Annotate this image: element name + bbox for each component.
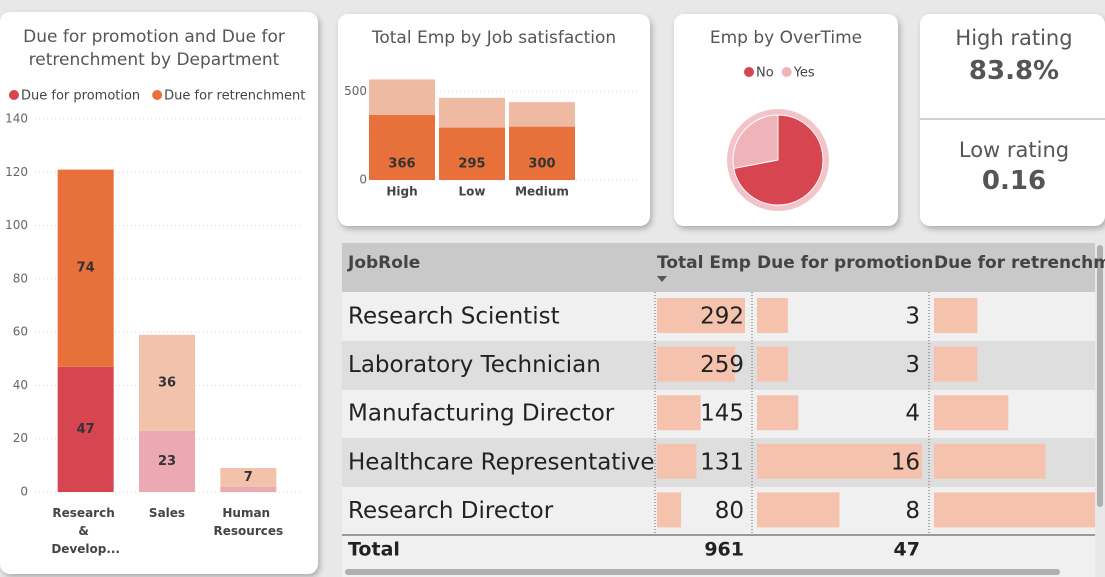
data-label: 366 — [388, 157, 415, 172]
cell: Research Director — [348, 498, 554, 524]
data-bar — [657, 298, 745, 333]
cell: Research Scientist — [348, 304, 560, 330]
bar-segment — [57, 366, 114, 492]
data-bar — [934, 346, 978, 382]
data-bar — [934, 443, 1046, 479]
y-tick-label: 20 — [13, 431, 28, 445]
data-label: 23 — [158, 454, 176, 469]
y-tick-label: 0 — [359, 173, 367, 187]
data-bar — [934, 298, 978, 333]
cell: 16 — [891, 449, 920, 475]
y-tick-label: 80 — [13, 271, 28, 285]
table-header — [342, 243, 1095, 292]
bar-segment — [139, 430, 195, 492]
column-header: Total Emp — [657, 253, 751, 273]
scrollbar[interactable] — [1097, 245, 1103, 507]
cell: 3 — [905, 352, 920, 378]
legend-label: Due for promotion — [21, 89, 140, 104]
cell: 145 — [700, 401, 744, 427]
x-tick-label: Sales — [149, 506, 185, 520]
y-tick-label: 500 — [344, 84, 367, 98]
bar — [509, 126, 575, 180]
sort-arrow — [657, 276, 667, 282]
x-tick-label: Human Resources — [214, 506, 284, 538]
data-bar — [934, 492, 1095, 528]
legend-label: Due for retrenchment — [164, 89, 305, 104]
bar — [369, 115, 435, 180]
pie-slice — [732, 114, 779, 170]
data-label: 74 — [77, 261, 95, 276]
cell: Healthcare Representative — [348, 449, 654, 475]
y-tick-label: 0 — [20, 485, 28, 499]
y-tick-label: 60 — [13, 325, 28, 339]
bar-segment — [220, 468, 277, 487]
cell: 4 — [905, 401, 920, 427]
data-bar — [757, 443, 922, 479]
x-tick-label: High — [386, 185, 417, 199]
data-bar — [757, 298, 788, 333]
data-bar — [657, 395, 701, 431]
data-label: 7 — [244, 470, 253, 485]
bar-segment — [220, 486, 277, 492]
total-cell: 961 — [704, 539, 744, 561]
cell: 292 — [700, 304, 744, 330]
data-bar — [934, 395, 1009, 431]
data-label: 295 — [458, 157, 485, 172]
legend-dot — [9, 90, 19, 100]
card-value: 0.16 — [981, 166, 1047, 196]
cell: Laboratory Technician — [348, 352, 601, 378]
total-cell: Total — [348, 539, 400, 561]
legend-label: Yes — [793, 66, 815, 81]
panel — [920, 14, 1105, 226]
chart-title: Emp by OverTime — [709, 28, 863, 48]
card-label: Low rating — [958, 138, 1070, 162]
chart-title: Due for promotion and Due for retrenchme… — [23, 27, 285, 70]
cell: 8 — [905, 498, 920, 524]
data-bar — [657, 346, 736, 382]
data-bar — [657, 492, 682, 528]
column-header: Due for promotion — [757, 253, 933, 273]
x-tick-label: Low — [459, 185, 486, 199]
cell: 259 — [700, 352, 744, 378]
legend-dot — [744, 67, 754, 77]
legend-label: No — [756, 66, 774, 81]
column-header: Due for retrenchm — [934, 253, 1105, 273]
card-value: 83.8% — [968, 56, 1060, 86]
scrollbar[interactable] — [345, 569, 1060, 575]
legend-dot — [152, 90, 163, 100]
card-label: High rating — [955, 26, 1073, 50]
column-header: JobRole — [347, 253, 420, 273]
bar-segment — [139, 334, 195, 431]
y-tick-label: 140 — [5, 112, 28, 126]
data-bar — [757, 395, 799, 431]
y-tick-label: 100 — [5, 218, 28, 232]
bar-segment — [57, 169, 114, 367]
total-cell: 47 — [894, 539, 920, 561]
data-bar — [757, 346, 788, 382]
data-label: 47 — [77, 422, 95, 437]
x-tick-label: Medium — [515, 185, 569, 199]
cell: 80 — [715, 498, 744, 524]
divider — [920, 118, 1105, 120]
data-label: 36 — [158, 375, 176, 390]
bar — [439, 127, 505, 180]
data-bar — [657, 443, 697, 479]
y-tick-label: 40 — [13, 378, 28, 392]
cell: 131 — [700, 449, 744, 475]
cell: 3 — [905, 304, 920, 330]
legend-dot — [781, 67, 792, 77]
y-tick-label: 120 — [5, 165, 28, 179]
data-label: 300 — [528, 157, 555, 172]
x-tick-label: Research & Develop... — [51, 506, 120, 556]
cell: Manufacturing Director — [348, 401, 615, 427]
chart-title: Total Emp by Job satisfaction — [371, 28, 617, 48]
data-bar — [757, 492, 840, 528]
